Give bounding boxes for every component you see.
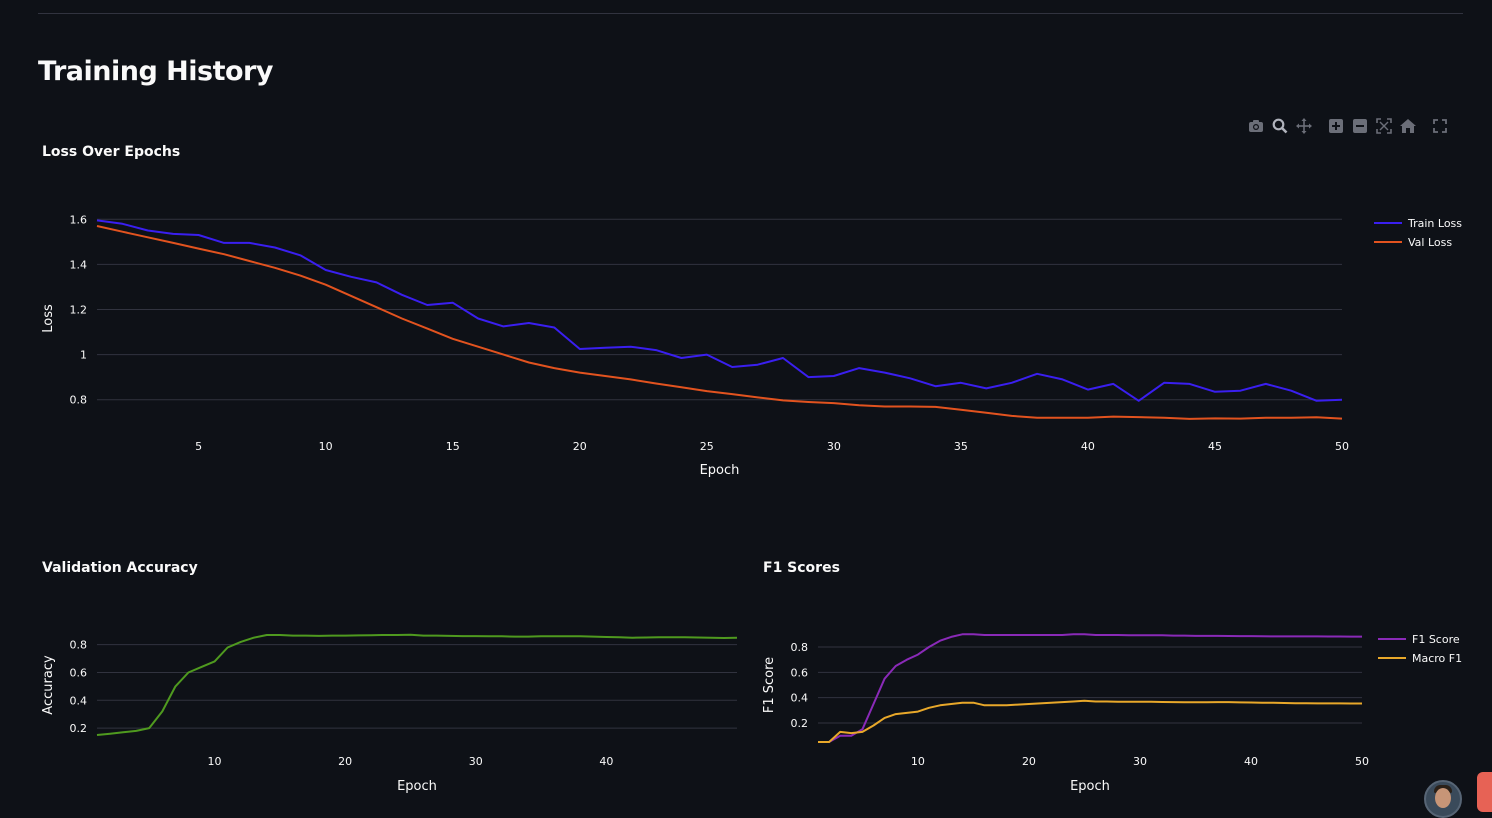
macro-f1-line bbox=[818, 699, 1362, 743]
loss-x-axis-title: Epoch bbox=[700, 463, 740, 478]
loss-x-tick-label: 35 bbox=[954, 440, 968, 453]
val-loss-line bbox=[96, 225, 1343, 420]
loss-x-tick-label: 40 bbox=[1081, 440, 1095, 453]
loss-y-tick-label: 0.8 bbox=[70, 394, 88, 407]
user-avatar[interactable] bbox=[1424, 780, 1462, 818]
zoom-in-icon[interactable] bbox=[1326, 116, 1346, 136]
train-loss-line bbox=[96, 219, 1343, 402]
accuracy-y-axis-title: Accuracy bbox=[41, 655, 56, 715]
loss-y-tick-label: 1.4 bbox=[70, 258, 88, 271]
accuracy-chart-title: Validation Accuracy bbox=[42, 560, 198, 576]
f1-score-legend-label: F1 Score bbox=[1412, 633, 1460, 646]
loss-x-tick-label: 50 bbox=[1335, 440, 1349, 453]
autoscale-icon[interactable] bbox=[1374, 116, 1394, 136]
top-divider bbox=[38, 13, 1463, 14]
pan-icon[interactable] bbox=[1294, 116, 1314, 136]
zoom-out-icon[interactable] bbox=[1350, 116, 1370, 136]
f1-x-tick-label: 50 bbox=[1355, 755, 1369, 768]
loss-chart-title: Loss Over Epochs bbox=[42, 144, 181, 160]
accuracy-y-tick-label: 0.8 bbox=[70, 639, 88, 652]
accuracy-x-tick-label: 30 bbox=[469, 755, 483, 768]
f1-x-tick-label: 10 bbox=[911, 755, 925, 768]
loss-y-axis-title: Loss bbox=[41, 304, 56, 333]
loss-x-tick-label: 5 bbox=[195, 440, 202, 453]
accuracy-x-tick-label: 10 bbox=[208, 755, 222, 768]
page-title: Training History bbox=[38, 56, 273, 87]
f1-score-line bbox=[818, 633, 1362, 743]
fullscreen-icon[interactable] bbox=[1430, 116, 1450, 136]
f1-y-tick-label: 0.6 bbox=[791, 666, 809, 679]
loss-x-tick-label: 45 bbox=[1208, 440, 1222, 453]
accuracy-x-tick-label: 20 bbox=[338, 755, 352, 768]
f1-x-tick-label: 30 bbox=[1133, 755, 1147, 768]
accuracy-x-axis-title: Epoch bbox=[397, 779, 437, 794]
f1-y-tick-label: 0.4 bbox=[791, 692, 809, 705]
accuracy-y-tick-label: 0.2 bbox=[70, 722, 88, 735]
accuracy-x-tick-label: 40 bbox=[599, 755, 613, 768]
loss-y-tick-label: 1.2 bbox=[70, 303, 88, 316]
loss-x-tick-label: 10 bbox=[319, 440, 333, 453]
zoom-icon[interactable] bbox=[1270, 116, 1290, 136]
loss-y-tick-label: 1 bbox=[80, 349, 87, 362]
loss-x-tick-label: 25 bbox=[700, 440, 714, 453]
avatar-face bbox=[1435, 788, 1451, 808]
camera-icon[interactable] bbox=[1246, 116, 1266, 136]
accuracy-y-tick-label: 0.6 bbox=[70, 666, 88, 679]
loss-x-tick-label: 30 bbox=[827, 440, 841, 453]
f1-chart-title: F1 Scores bbox=[763, 560, 840, 576]
home-icon[interactable] bbox=[1398, 116, 1418, 136]
train-loss-legend-label: Train Loss bbox=[1407, 217, 1462, 230]
loss-y-tick-label: 1.6 bbox=[70, 213, 88, 226]
f1-y-tick-label: 0.2 bbox=[791, 717, 809, 730]
f1-x-axis-title: Epoch bbox=[1070, 779, 1110, 794]
val-loss-legend-label: Val Loss bbox=[1408, 236, 1452, 249]
loss-x-tick-label: 15 bbox=[446, 440, 460, 453]
f1-y-axis-title: F1 Score bbox=[762, 657, 777, 713]
f1-x-tick-label: 40 bbox=[1244, 755, 1258, 768]
accuracy-y-tick-label: 0.4 bbox=[70, 694, 88, 707]
f1-y-tick-label: 0.8 bbox=[791, 641, 809, 654]
accuracy-line bbox=[96, 633, 738, 736]
chart-modebar bbox=[1246, 116, 1454, 136]
deploy-tab[interactable] bbox=[1477, 772, 1492, 812]
macro-f1-legend-label: Macro F1 bbox=[1412, 652, 1462, 665]
f1-x-tick-label: 20 bbox=[1022, 755, 1036, 768]
loss-x-tick-label: 20 bbox=[573, 440, 587, 453]
